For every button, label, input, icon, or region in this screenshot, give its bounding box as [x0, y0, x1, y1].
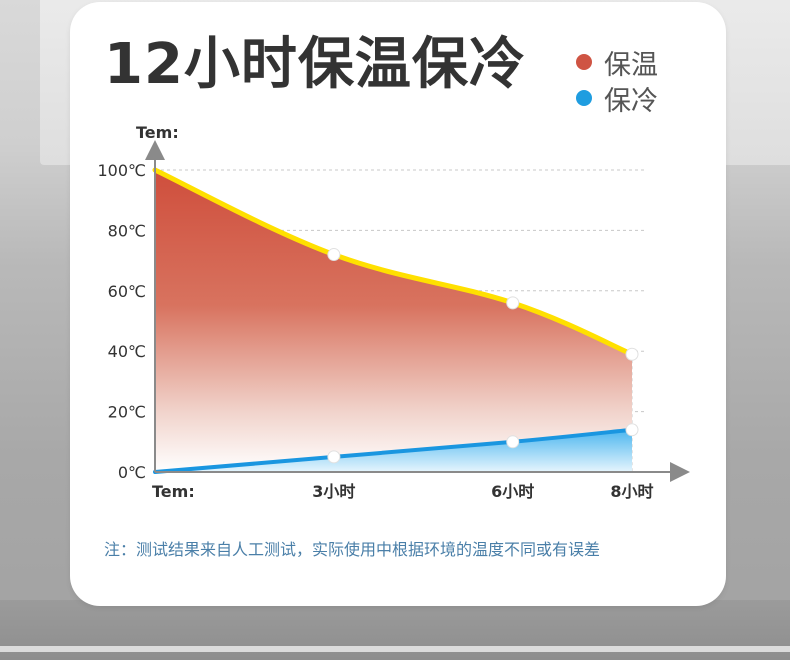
legend-dot-cold-icon [576, 90, 592, 106]
series-area-0 [155, 170, 632, 472]
x-tick-label: 3小时 [312, 482, 355, 501]
data-point-1-2 [506, 435, 520, 449]
legend-item-cold: 保冷 [576, 80, 658, 117]
background-box-bottom-edge [0, 646, 790, 652]
legend-label-cold: 保冷 [604, 85, 658, 117]
y-tick-label: 40℃ [108, 342, 146, 361]
series-line-0 [152, 167, 635, 357]
data-point-1-3 [625, 423, 639, 437]
legend-dot-warm-icon [576, 54, 592, 70]
y-axis-label: Tem: [136, 123, 179, 142]
x-tick-label: 6小时 [491, 482, 534, 501]
x-tick-label: Tem: [152, 482, 195, 501]
y-tick-label: 20℃ [108, 403, 146, 422]
page-title: 12小时保温保冷 [104, 32, 526, 97]
y-tick-label: 60℃ [108, 282, 146, 301]
y-tick-label: 100℃ [97, 161, 146, 180]
data-point-1-1 [327, 450, 341, 464]
legend-item-warm: 保温 [576, 44, 658, 81]
legend: 保温 保冷 [576, 44, 658, 117]
series-area-1 [155, 429, 632, 472]
data-point-0-3 [625, 347, 639, 361]
y-tick-label: 0℃ [118, 463, 146, 482]
series-line-1 [153, 427, 634, 474]
y-tick-label: 80℃ [108, 221, 146, 240]
data-point-0-2 [506, 296, 520, 310]
x-tick-label: 8小时 [610, 482, 653, 501]
legend-label-warm: 保温 [604, 49, 658, 81]
disclaimer-note: 注：测试结果来自人工测试，实际使用中根据环境的温度不同或有误差 [104, 540, 601, 559]
data-point-0-1 [327, 248, 341, 262]
